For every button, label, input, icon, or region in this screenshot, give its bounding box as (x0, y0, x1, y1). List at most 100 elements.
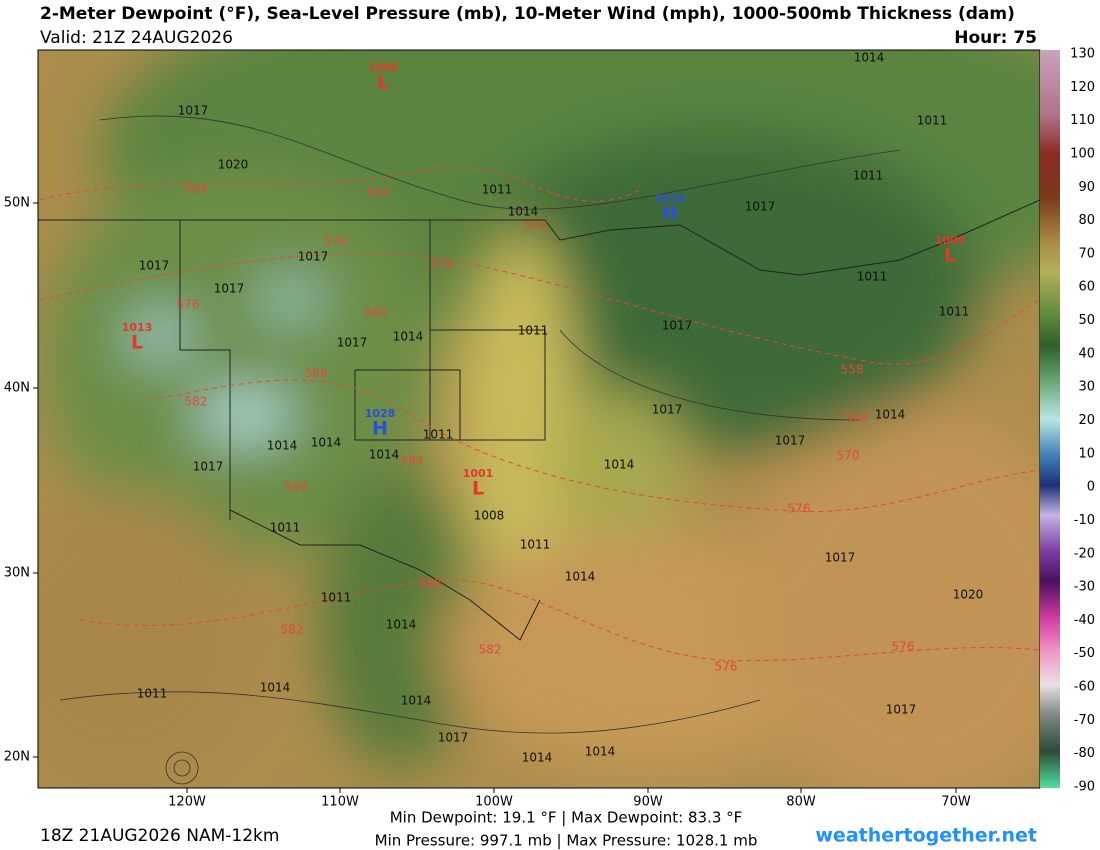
thickness-label: 576 (177, 298, 200, 312)
isobar-label: 1014 (369, 448, 400, 462)
colorbar-label: 130 (1070, 47, 1095, 62)
isobar-label: 1017 (337, 336, 368, 350)
isobar-label: 1014 (522, 751, 553, 765)
thickness-label: 558 (841, 363, 864, 377)
isobar-label: 1011 (321, 591, 352, 605)
valid-time: Valid: 21Z 24AUG2026 (40, 28, 233, 48)
pressure-value: 1019 (655, 192, 686, 205)
thickness-label: 576 (788, 502, 811, 516)
thickness-label: 564 (846, 411, 869, 425)
lon-label: 70W (941, 795, 971, 810)
thickness-label: 582 (365, 306, 388, 320)
thickness-label: 588 (419, 577, 442, 591)
pressure-symbol: L (377, 72, 389, 94)
colorbar-label: 10 (1078, 446, 1095, 461)
colorbar-label: 80 (1078, 213, 1095, 228)
dewpoint-range: Min Dewpoint: 19.1 °F | Max Dewpoint: 83… (390, 809, 743, 827)
pressure-symbol: L (472, 478, 484, 500)
pressure-symbol: H (372, 418, 388, 440)
thickness-label: 588 (285, 480, 308, 494)
isobar-label: 1011 (423, 428, 454, 442)
isobar-label: 1020 (953, 588, 984, 602)
colorbar-label: -90 (1074, 780, 1095, 795)
map-background (38, 50, 1040, 788)
colorbar (1040, 50, 1060, 788)
colorbar-label: -10 (1074, 513, 1095, 528)
thickness-label: 582 (281, 623, 304, 637)
isobar-label: 1017 (139, 259, 170, 273)
thickness-label: 582 (479, 643, 502, 657)
pressure-value: 1006 (368, 61, 399, 74)
isobar-label: 1014 (854, 51, 885, 65)
lat-label: 50N (4, 196, 30, 211)
colorbar-label: -20 (1074, 546, 1095, 561)
thickness-label: 570 (525, 219, 548, 233)
thickness-label: 576 (892, 640, 915, 654)
isobar-label: 1011 (917, 114, 948, 128)
isobar-label: 1008 (474, 509, 505, 523)
lon-label: 120W (168, 795, 206, 810)
colorbar-label: 20 (1078, 413, 1095, 428)
site-credit: weathertogether.net (815, 825, 1037, 847)
pressure-symbol: L (131, 332, 143, 354)
lon-label: 90W (633, 795, 663, 810)
lon-label: 80W (786, 795, 816, 810)
isobar-label: 1017 (662, 319, 693, 333)
isobar-label: 1014 (386, 618, 417, 632)
model-run: 18Z 21AUG2026 NAM-12km (40, 826, 279, 846)
isobar-label: 1014 (267, 439, 298, 453)
isobar-label: 1011 (853, 169, 884, 183)
colorbar-label: -60 (1074, 680, 1095, 695)
colorbar-label: -40 (1074, 613, 1095, 628)
isobar-label: 1017 (298, 250, 329, 264)
pressure-range: Min Pressure: 997.1 mb | Max Pressure: 1… (375, 832, 758, 850)
isobar-label: 1014 (508, 205, 539, 219)
lon-label: 100W (475, 795, 513, 810)
isobar-label: 1011 (482, 183, 513, 197)
colorbar-label: 50 (1078, 313, 1095, 328)
colorbar-label: 110 (1070, 113, 1095, 128)
thickness-label: 564 (367, 186, 390, 200)
colorbar-label: 40 (1078, 346, 1095, 361)
isobar-label: 1017 (214, 282, 245, 296)
isobar-label: 1017 (178, 104, 209, 118)
thickness-label: 576 (432, 258, 455, 272)
isobar-label: 1011 (270, 521, 301, 535)
isobar-label: 1011 (137, 687, 168, 701)
isobar-label: 1017 (193, 460, 224, 474)
isobar-label: 1011 (520, 538, 551, 552)
isobar-label: 1020 (218, 158, 249, 172)
lon-label: 110W (321, 795, 359, 810)
isobar-label: 1014 (585, 745, 616, 759)
isobar-label: 1014 (875, 408, 906, 422)
colorbar-label: 90 (1078, 180, 1095, 195)
colorbar-label: 30 (1078, 380, 1095, 395)
lat-label: 30N (4, 566, 30, 581)
colorbar-label: 100 (1070, 146, 1095, 161)
colorbar-label: 60 (1078, 280, 1095, 295)
colorbar-label: 120 (1070, 80, 1095, 95)
forecast-hour: Hour: 75 (954, 28, 1037, 48)
lat-label: 20N (4, 750, 30, 765)
isobar-label: 1017 (775, 434, 806, 448)
colorbar-label: 0 (1087, 480, 1095, 495)
thickness-label: 570 (325, 235, 348, 249)
thickness-label: 582 (185, 395, 208, 409)
colorbar-label: -80 (1074, 746, 1095, 761)
pressure-value: 1028 (365, 407, 396, 420)
thickness-label: 594 (401, 454, 424, 468)
isobar-label: 1017 (745, 200, 776, 214)
pressure-value: 1009 (935, 234, 966, 247)
thickness-label: 588 (305, 367, 328, 381)
isobar-label: 1017 (438, 731, 469, 745)
isobar-label: 1011 (518, 324, 549, 338)
isobar-label: 1014 (604, 458, 635, 472)
isobar-label: 1014 (401, 694, 432, 708)
thickness-label: 576 (715, 660, 738, 674)
pressure-value: 1013 (122, 321, 153, 334)
isobar-label: 1011 (939, 305, 970, 319)
isobar-label: 1017 (652, 403, 683, 417)
pressure-symbol: L (944, 245, 956, 267)
colorbar-label: 70 (1078, 246, 1095, 261)
